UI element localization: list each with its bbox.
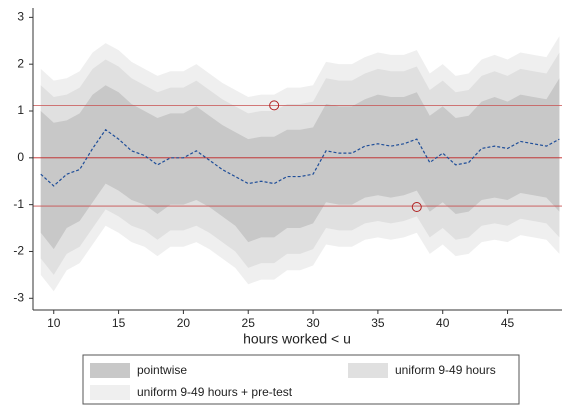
x-tick-label: 35 [371, 316, 385, 330]
x-tick-label: 15 [112, 316, 126, 330]
marker-point [269, 100, 280, 111]
legend-swatch [348, 363, 388, 378]
y-tick-label: -2 [13, 244, 24, 258]
x-tick-label: 10 [47, 316, 61, 330]
marker-point [411, 201, 422, 212]
legend-label: uniform 9-49 hours [395, 363, 496, 377]
y-tick-label: -3 [13, 290, 24, 304]
legend-label: uniform 9-49 hours + pre-test [137, 385, 293, 399]
legend-box [82, 354, 520, 405]
x-tick-label: 40 [436, 316, 450, 330]
x-tick-label: 30 [306, 316, 320, 330]
x-tick-label: 20 [177, 316, 191, 330]
y-tick-label: 3 [17, 10, 24, 24]
legend-swatch [90, 385, 130, 400]
x-tick-label: 45 [501, 316, 515, 330]
y-tick-label: 0 [17, 150, 24, 164]
y-tick-label: 1 [17, 103, 24, 117]
y-tick-label: 2 [17, 56, 24, 70]
legend-swatch [90, 363, 130, 378]
legend-label: pointwise [137, 363, 187, 377]
estimate-line [40, 128, 560, 187]
x-tick-label: 25 [242, 316, 256, 330]
y-tick-label: -1 [13, 197, 24, 211]
x-axis-label: hours worked < u [243, 331, 351, 347]
